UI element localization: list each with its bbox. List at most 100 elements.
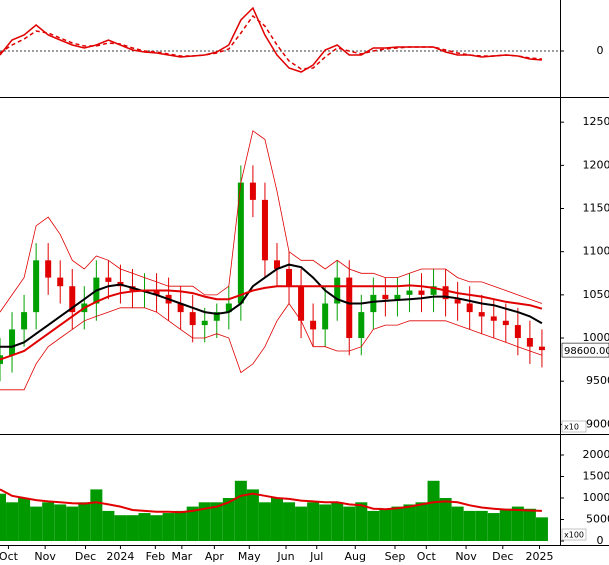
volume-bar	[499, 508, 512, 541]
x-tick-label: Nov	[455, 550, 477, 563]
series-line	[0, 488, 542, 514]
y-tick-label: 20000	[583, 448, 609, 461]
y-tick-label: 12000	[583, 158, 609, 171]
x-tick-label: 2025	[526, 550, 554, 563]
candle-body	[225, 303, 232, 313]
series-line	[0, 130, 543, 313]
candle-body	[322, 303, 329, 330]
x-tick-label: May	[238, 550, 261, 563]
x-tick-label: Feb	[146, 550, 165, 563]
candle-body	[382, 294, 389, 300]
candle-body	[45, 260, 52, 278]
volume-bar	[138, 513, 151, 541]
x-tick-label: Apr	[205, 550, 225, 563]
x-tick-label: Sep	[385, 550, 406, 563]
volume-bar	[114, 515, 127, 541]
volume-bar	[198, 502, 211, 541]
candle-body	[310, 320, 317, 330]
volume-bar	[391, 506, 404, 541]
candle-body	[406, 290, 413, 295]
volume-bar	[427, 480, 440, 541]
candle-body	[105, 277, 112, 282]
volume-bar	[234, 480, 247, 541]
y-tick-label: 12500	[583, 115, 609, 128]
scale-label: x100	[564, 531, 584, 540]
candle-body	[189, 312, 196, 326]
candle-body	[213, 312, 220, 321]
series-line	[0, 6, 542, 73]
candle-body	[370, 294, 377, 313]
x-tick-label: Nov	[34, 550, 56, 563]
volume-bar	[150, 515, 163, 541]
candle-body	[33, 260, 40, 313]
candle-body	[526, 338, 533, 347]
volume-bar	[475, 510, 488, 541]
volume-bar	[511, 506, 524, 541]
volume-bar	[258, 502, 271, 541]
x-tick-label: Dec	[75, 550, 96, 563]
series-line	[0, 284, 543, 361]
volume-bar	[379, 508, 392, 541]
candle-body	[177, 303, 184, 313]
scale-label: x10	[564, 423, 579, 432]
volume-bar	[355, 502, 368, 541]
y-tick-label: 5000	[586, 512, 609, 525]
y-tick-label: 0	[597, 44, 604, 57]
volume-bar	[403, 504, 416, 541]
volume-bar	[162, 513, 175, 541]
y-tick-label: 10000	[583, 331, 609, 344]
y-tick-label: 15000	[583, 469, 609, 482]
candle-body	[502, 320, 509, 326]
candle-body	[346, 277, 353, 339]
volume-bar	[78, 502, 91, 541]
volume-bar	[535, 517, 548, 541]
volume-bar	[439, 497, 452, 541]
volume-bar	[210, 502, 223, 541]
volume-bar	[0, 493, 6, 541]
volume-bar	[415, 502, 428, 541]
last-price-box	[561, 342, 609, 358]
candle-body	[430, 286, 437, 295]
candle-body	[514, 325, 521, 339]
candle-body	[249, 182, 256, 200]
volume-bar	[451, 506, 464, 541]
candle-body	[261, 199, 268, 261]
candle-body	[394, 294, 401, 300]
candle-body	[153, 290, 160, 295]
x-tick-label: 2024	[106, 550, 134, 563]
volume-bar	[246, 489, 259, 541]
x-tick-label: Mar	[171, 550, 192, 563]
y-tick-label: 10000	[583, 491, 609, 504]
candle-body	[21, 312, 28, 330]
volume-bar	[6, 502, 19, 541]
candle-body	[454, 299, 461, 304]
scale-box	[561, 528, 587, 541]
volume-bar	[343, 506, 356, 541]
candle-body	[466, 303, 473, 313]
series-line	[0, 14, 542, 70]
volume-bar	[66, 506, 79, 541]
y-tick-label: 9000	[586, 417, 609, 430]
candle-body	[418, 290, 425, 295]
y-tick-label: 10500	[583, 288, 609, 301]
volume-bar	[295, 506, 308, 541]
x-tick-label: Jul	[309, 550, 323, 563]
volume-bar	[319, 504, 332, 541]
x-tick-label: Jun	[276, 550, 294, 563]
y-tick-label: 9500	[586, 374, 609, 387]
x-tick-label: Oct	[417, 550, 437, 563]
scale-box	[561, 420, 587, 433]
candle-body	[69, 286, 76, 313]
candle-body	[490, 316, 497, 321]
series-line	[0, 263, 543, 348]
volume-bar	[90, 489, 103, 541]
y-tick-label: 11000	[583, 245, 609, 258]
series-line	[0, 302, 543, 391]
candle-body	[334, 277, 341, 304]
volume-bar	[18, 497, 31, 541]
volume-bar	[463, 510, 476, 541]
volume-bar	[222, 497, 235, 541]
volume-bar	[270, 497, 283, 541]
y-tick-label: 11500	[583, 202, 609, 215]
